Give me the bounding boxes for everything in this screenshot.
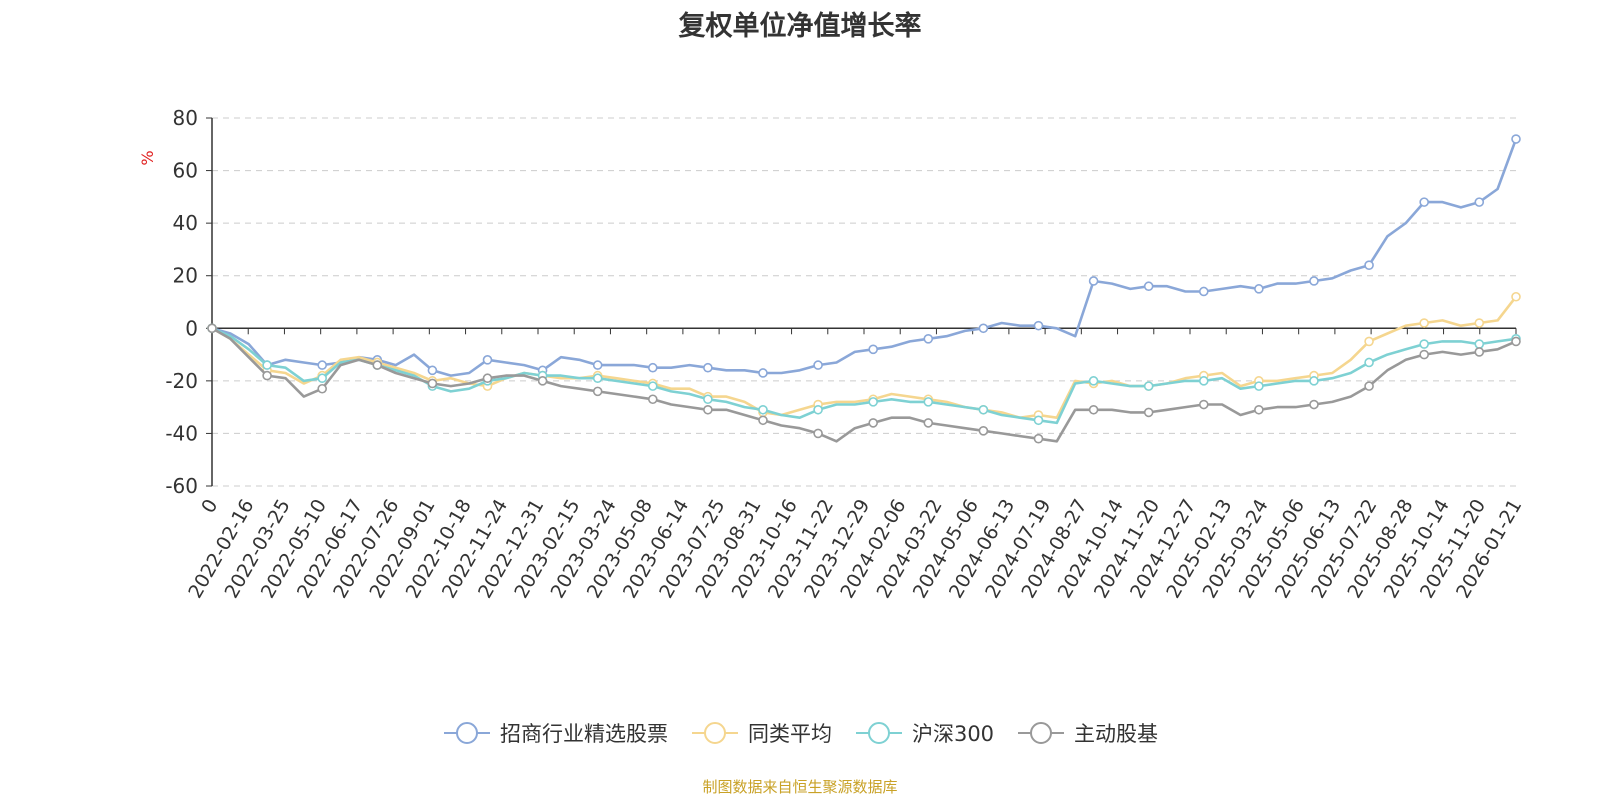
data-point: [1511, 134, 1521, 144]
legend: 招商行业精选股票 同类平均 沪深300 主动股基: [0, 718, 1600, 748]
legend-label: 招商行业精选股票: [499, 722, 668, 746]
data-point: [592, 386, 603, 397]
data-point: [1419, 197, 1429, 207]
y-tick-label: -20: [165, 369, 198, 393]
data-point: [1419, 339, 1429, 349]
data-point: [1254, 404, 1264, 415]
data-point: [537, 376, 548, 386]
data-point: [427, 365, 438, 376]
data-point: [703, 362, 713, 373]
data-point: [1309, 376, 1319, 386]
data-point: [1309, 399, 1319, 410]
data-point: [1088, 404, 1099, 415]
data-point: [647, 381, 658, 391]
data-point: [923, 333, 934, 344]
data-point: [868, 344, 878, 355]
data-point: [868, 397, 878, 407]
data-point: [813, 360, 823, 370]
data-point: [978, 404, 989, 415]
data-point: [1419, 349, 1429, 360]
y-tick-label: 20: [173, 264, 198, 288]
y-tick-label: 80: [173, 106, 198, 130]
data-point: [813, 428, 823, 439]
data-point: [1088, 376, 1099, 386]
data-point: [1364, 381, 1374, 391]
data-point: [207, 323, 217, 334]
legend-marker-icon: [855, 722, 902, 744]
data-point: [262, 360, 272, 370]
legend-item[interactable]: 沪深300: [854, 718, 994, 748]
data-point: [923, 418, 934, 428]
data-point: [703, 394, 713, 405]
data-point: [813, 404, 823, 415]
data-point: [923, 397, 934, 407]
data-point: [1033, 433, 1044, 444]
series-line-0: [211, 138, 1518, 377]
data-point: [1033, 320, 1044, 331]
y-tick-label: 40: [173, 211, 198, 235]
data-point: [1198, 286, 1209, 297]
data-point: [482, 373, 493, 384]
data-point: [317, 383, 327, 394]
data-point: [427, 378, 438, 389]
legend-item[interactable]: 同类平均: [690, 718, 832, 748]
data-point: [1419, 318, 1429, 328]
data-point: [1511, 291, 1521, 302]
legend-marker-icon: [443, 722, 490, 744]
y-tick-label: -40: [165, 421, 198, 445]
data-point: [1474, 318, 1485, 328]
data-point: [758, 415, 768, 426]
data-point: [1309, 276, 1319, 286]
chart-title: 复权单位净值增长率: [678, 11, 922, 42]
data-point: [1511, 336, 1521, 347]
data-point: [647, 394, 658, 405]
data-point: [758, 368, 768, 378]
data-point: [1143, 381, 1154, 391]
data-point: [262, 370, 272, 381]
y-tick-label: 0: [185, 316, 198, 340]
data-point: [1474, 347, 1485, 357]
legend-marker-icon: [1018, 722, 1065, 744]
data-point: [1364, 357, 1374, 368]
y-tick-label: 60: [173, 159, 198, 183]
data-point: [758, 404, 768, 415]
data-point: [1364, 260, 1374, 271]
data-point: [1033, 415, 1044, 426]
data-point: [1474, 197, 1485, 207]
data-point: [1198, 376, 1209, 386]
data-point: [1143, 281, 1154, 292]
legend-label: 主动股基: [1074, 722, 1159, 746]
source-note: 制图数据来自恒生聚源数据库: [702, 778, 898, 796]
data-point: [1198, 399, 1209, 410]
data-point: [372, 360, 383, 370]
data-point: [1474, 339, 1485, 349]
legend-item[interactable]: 主动股基: [1016, 718, 1158, 748]
data-point: [482, 355, 493, 365]
data-point: [703, 404, 713, 415]
data-point: [592, 373, 603, 384]
data-point: [1254, 284, 1264, 294]
legend-item[interactable]: 招商行业精选股票: [442, 718, 668, 748]
data-point: [868, 418, 878, 428]
data-point: [978, 323, 989, 334]
y-tick-label: -60: [165, 474, 198, 498]
series-line-3: [211, 327, 1517, 443]
data-point: [317, 360, 327, 370]
legend-marker-icon: [691, 722, 738, 744]
data-point: [1254, 381, 1264, 391]
data-point: [647, 362, 658, 373]
data-point: [1143, 407, 1154, 418]
data-point: [978, 425, 989, 436]
legend-label: 沪深300: [911, 722, 995, 746]
x-tick-label: 0: [197, 496, 222, 517]
data-point: [1088, 276, 1099, 286]
y-axis-unit-label: %: [138, 150, 157, 165]
data-point: [592, 360, 603, 370]
data-point: [317, 373, 327, 384]
data-point: [1364, 336, 1374, 347]
legend-label: 同类平均: [747, 722, 832, 746]
